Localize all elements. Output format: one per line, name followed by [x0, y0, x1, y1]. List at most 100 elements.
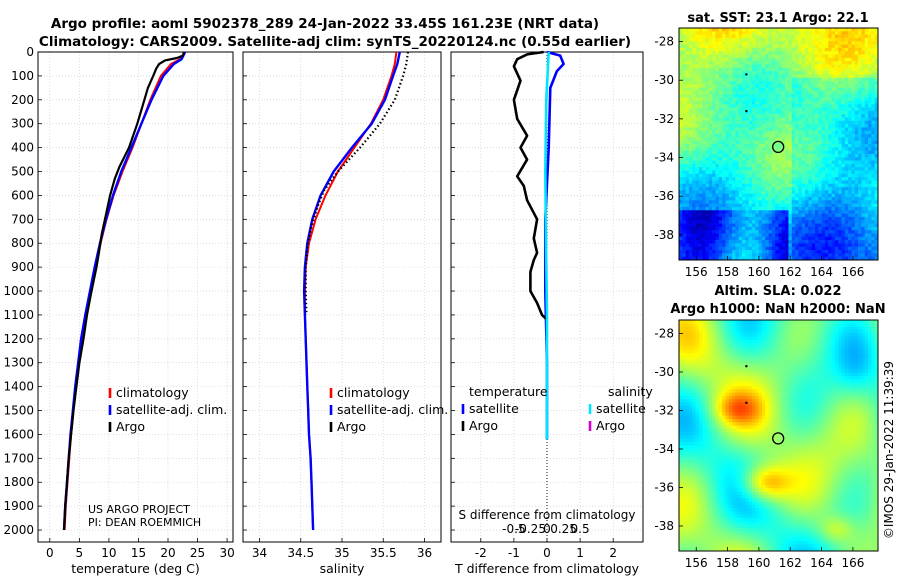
- map-cell: [795, 61, 799, 65]
- map-cell: [732, 197, 736, 201]
- map-cell: [685, 114, 690, 118]
- map-cell: [755, 346, 759, 350]
- map-cell: [712, 94, 716, 98]
- map-cell: [765, 94, 769, 98]
- map-cell: [771, 200, 776, 204]
- map-cell: [708, 167, 713, 171]
- map-cell: [742, 320, 746, 324]
- map-cell: [808, 160, 812, 165]
- map-cell: [834, 64, 839, 69]
- map-cell: [748, 329, 753, 334]
- map-cell: [771, 107, 776, 112]
- map-cell: [745, 157, 749, 161]
- map-cell: [758, 74, 763, 79]
- map-cell: [705, 100, 710, 105]
- map-cell: [728, 343, 733, 347]
- map-cell: [761, 124, 766, 128]
- map-cell: [679, 84, 683, 88]
- map-cell: [824, 246, 829, 251]
- map-cell: [738, 130, 743, 135]
- map-cell: [838, 67, 842, 72]
- map-cell: [868, 74, 872, 79]
- map-cell: [785, 81, 789, 85]
- map-cell: [708, 114, 713, 118]
- map-cell: [682, 243, 686, 248]
- map-cell: [761, 203, 766, 208]
- map-cell: [778, 117, 783, 122]
- map-cell: [778, 320, 783, 324]
- map-cell: [685, 326, 690, 331]
- map-cell: [874, 124, 879, 128]
- map-cell: [698, 250, 703, 254]
- map-cell: [814, 114, 819, 118]
- map-cell: [765, 220, 769, 224]
- map-cell: [795, 236, 799, 241]
- map-cell: [698, 163, 703, 168]
- map-cell: [821, 233, 826, 238]
- map-cell: [735, 34, 739, 39]
- map-cell: [715, 326, 720, 331]
- map-cell: [858, 57, 862, 62]
- map-cell: [705, 343, 710, 347]
- map-cell: [838, 190, 842, 195]
- map-cell: [781, 71, 786, 75]
- map-cell: [778, 71, 783, 75]
- map-cell: [735, 339, 739, 344]
- map-cell: [695, 71, 700, 75]
- map-cell: [818, 236, 822, 241]
- map-cell: [864, 127, 869, 132]
- map-cell: [781, 67, 786, 72]
- map-cell: [732, 134, 736, 138]
- map-cell: [778, 34, 783, 39]
- map-cell: [758, 250, 763, 254]
- map-cell: [831, 110, 836, 115]
- map-cell: [761, 243, 766, 248]
- map-cell: [695, 226, 700, 231]
- map-cell: [712, 87, 716, 92]
- map-cell: [834, 256, 839, 261]
- map-cell: [801, 130, 806, 135]
- map-cell: [844, 336, 849, 341]
- map-cell: [844, 157, 849, 161]
- map-cell: [751, 180, 756, 185]
- map-cell: [824, 329, 829, 334]
- map-cell: [858, 77, 862, 82]
- map-cell: [742, 47, 746, 52]
- map-cell: [805, 180, 809, 185]
- map-cell: [874, 170, 879, 175]
- map-cell: [771, 346, 776, 350]
- map-cell: [858, 100, 862, 105]
- map-cell: [818, 326, 822, 331]
- map-cell: [705, 193, 710, 198]
- map-cell: [838, 87, 842, 92]
- map-cell: [725, 114, 730, 118]
- map-cell: [761, 339, 766, 344]
- map-cell: [874, 134, 879, 138]
- map-cell: [831, 230, 836, 234]
- map-cell: [748, 210, 753, 214]
- map-cell: [692, 31, 696, 35]
- map-cell: [768, 84, 773, 88]
- map-cell: [801, 41, 806, 45]
- map-cell: [808, 51, 812, 55]
- map-cell: [821, 193, 826, 198]
- map-cell: [778, 153, 783, 158]
- map-cell: [801, 233, 806, 238]
- map-cell: [702, 246, 706, 251]
- map-cell: [761, 104, 766, 108]
- map-cell: [801, 230, 806, 234]
- map-cell: [851, 71, 856, 75]
- map-cell: [798, 160, 803, 165]
- map-cell: [738, 320, 743, 324]
- map-cell: [761, 183, 766, 188]
- map-cell: [848, 183, 852, 188]
- map-cell: [834, 187, 839, 191]
- map-cell: [695, 233, 700, 238]
- map-cell: [722, 216, 726, 221]
- map-cell: [851, 97, 856, 102]
- map-cell: [821, 183, 826, 188]
- map-cell: [814, 37, 819, 42]
- map-cell: [818, 336, 822, 341]
- map-cell: [775, 107, 779, 112]
- map-cell: [775, 177, 779, 181]
